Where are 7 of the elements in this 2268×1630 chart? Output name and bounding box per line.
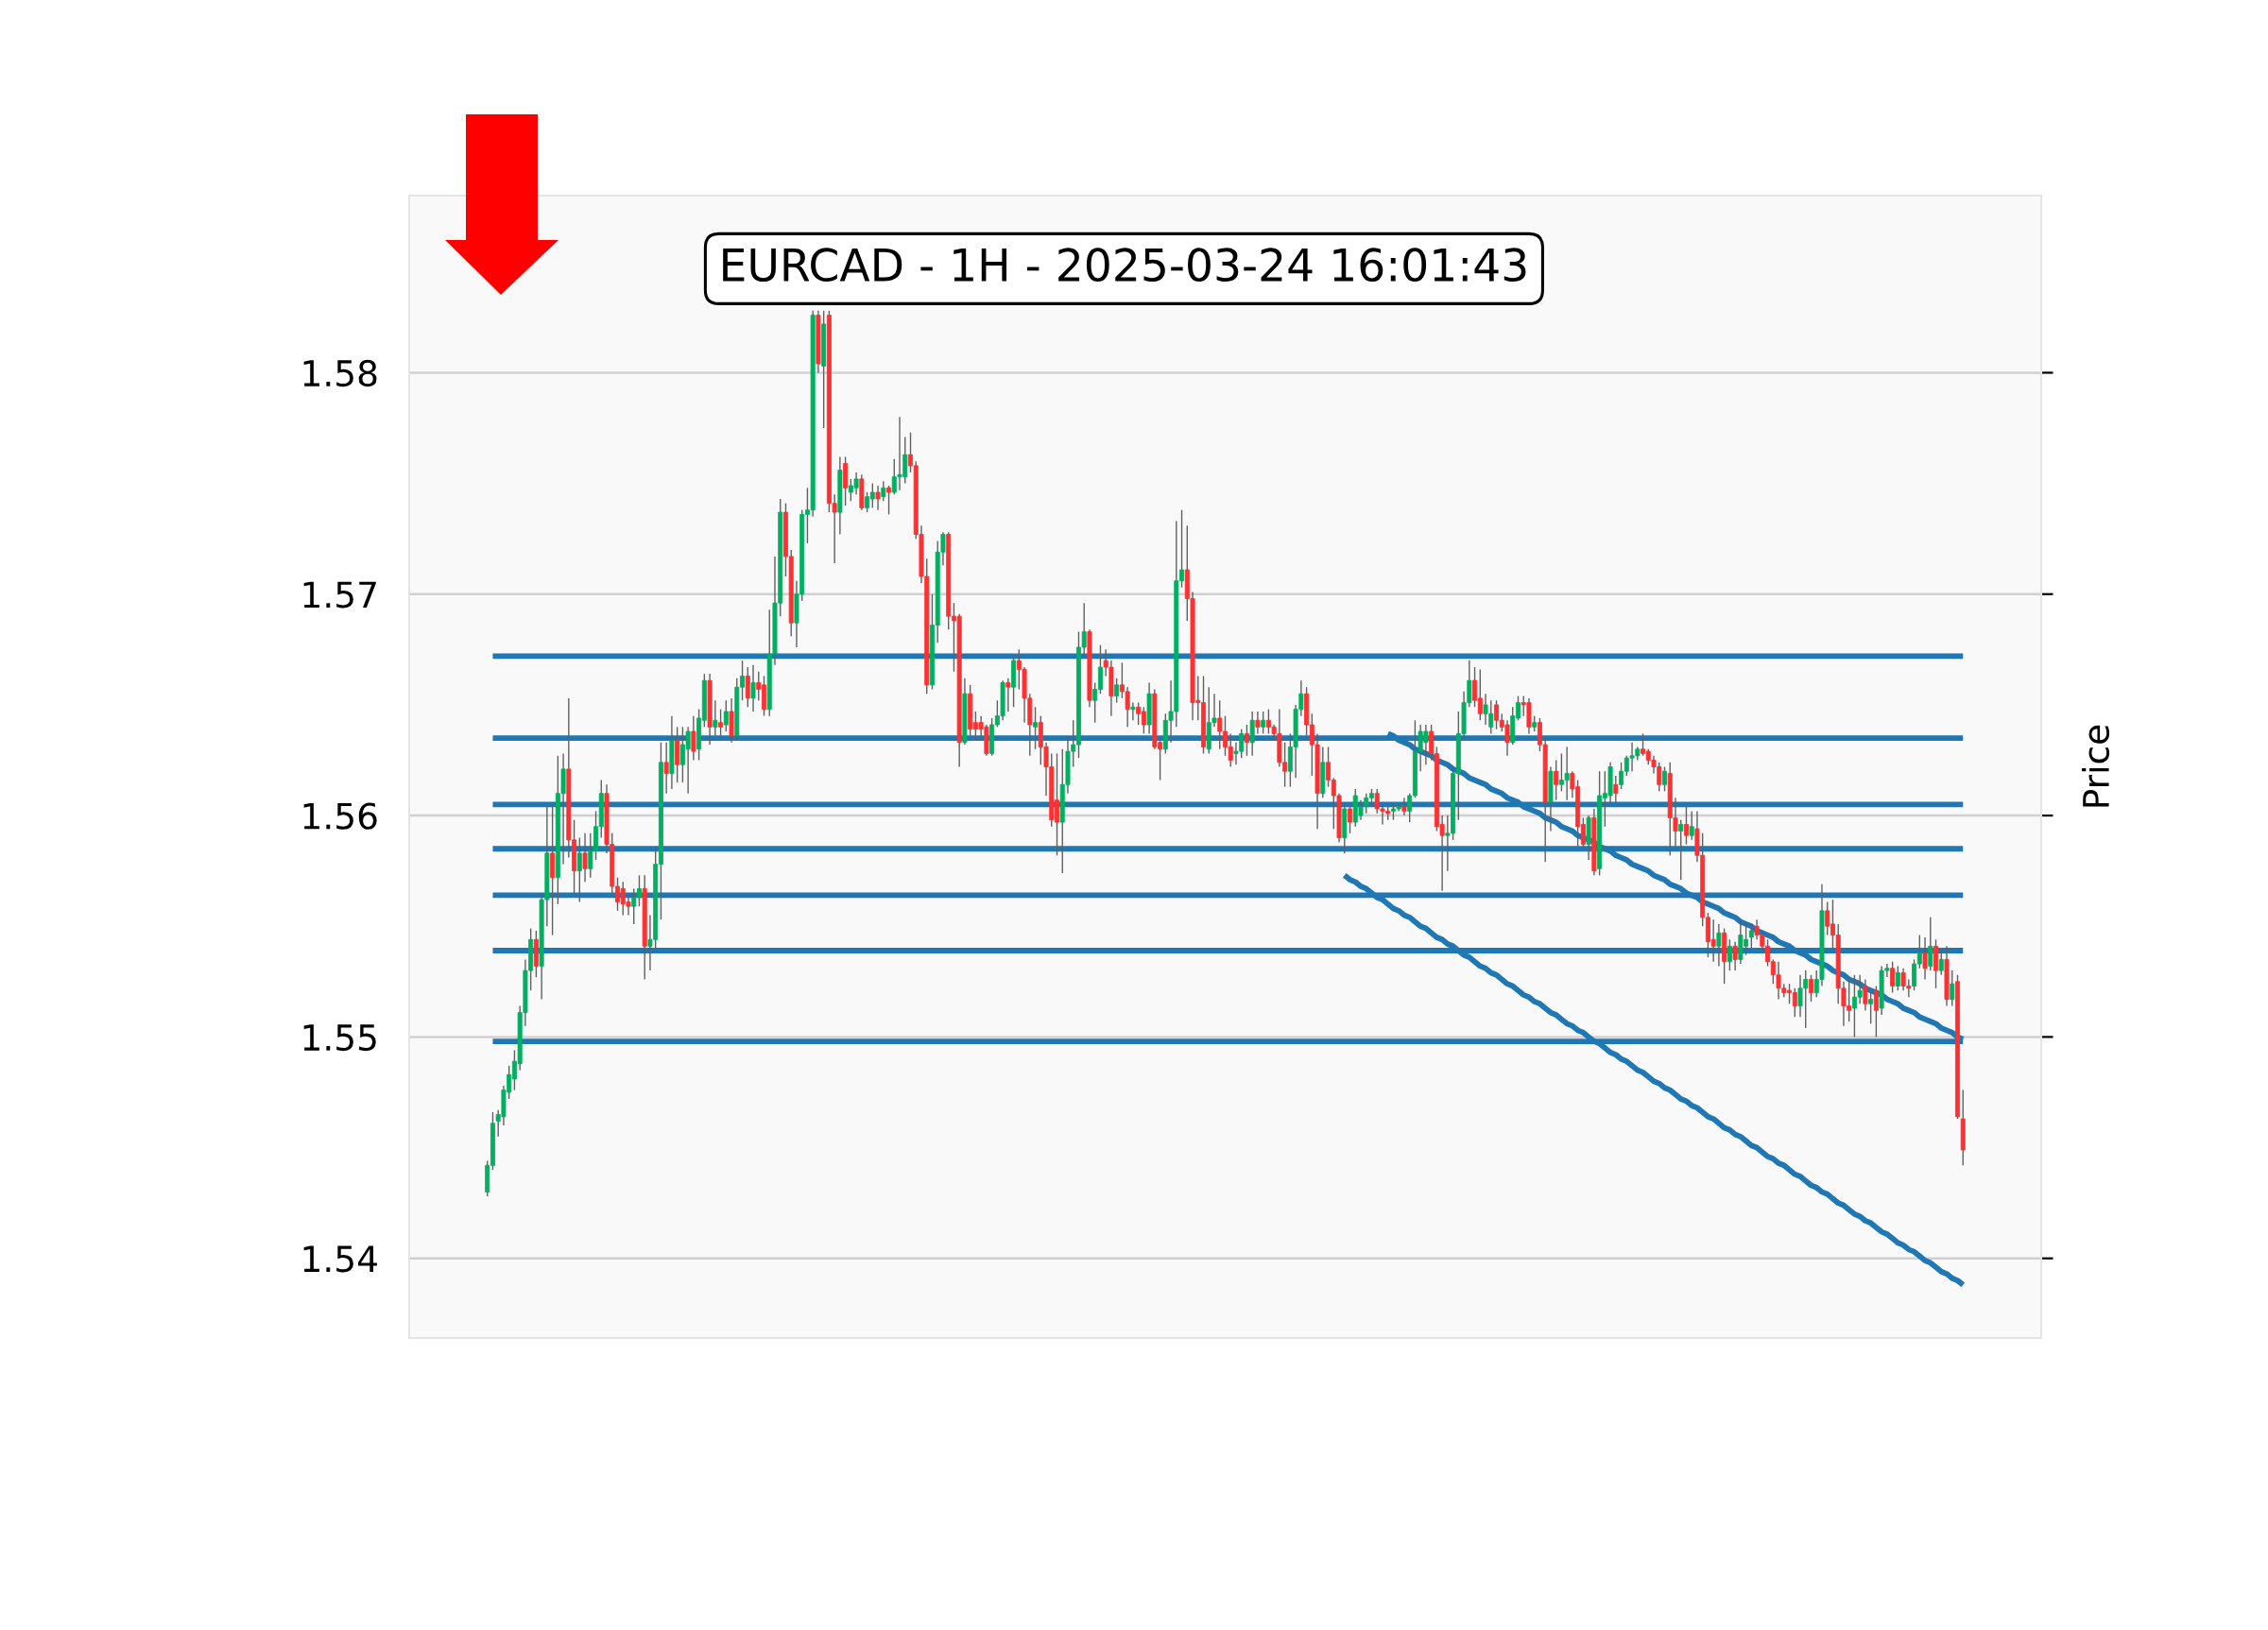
y-axis-title: Price <box>2082 725 2110 807</box>
y-tick-label: 1.55 <box>303 1024 376 1052</box>
y-tick-label: 1.56 <box>303 802 377 830</box>
y-tick-label: 1.54 <box>303 1245 377 1273</box>
y-tick-label: 1.58 <box>303 359 377 387</box>
y-tick-label: 1.57 <box>303 581 376 609</box>
text: EURCAD - 1H - 2025-03-24 16:01:43 <box>723 248 1526 283</box>
